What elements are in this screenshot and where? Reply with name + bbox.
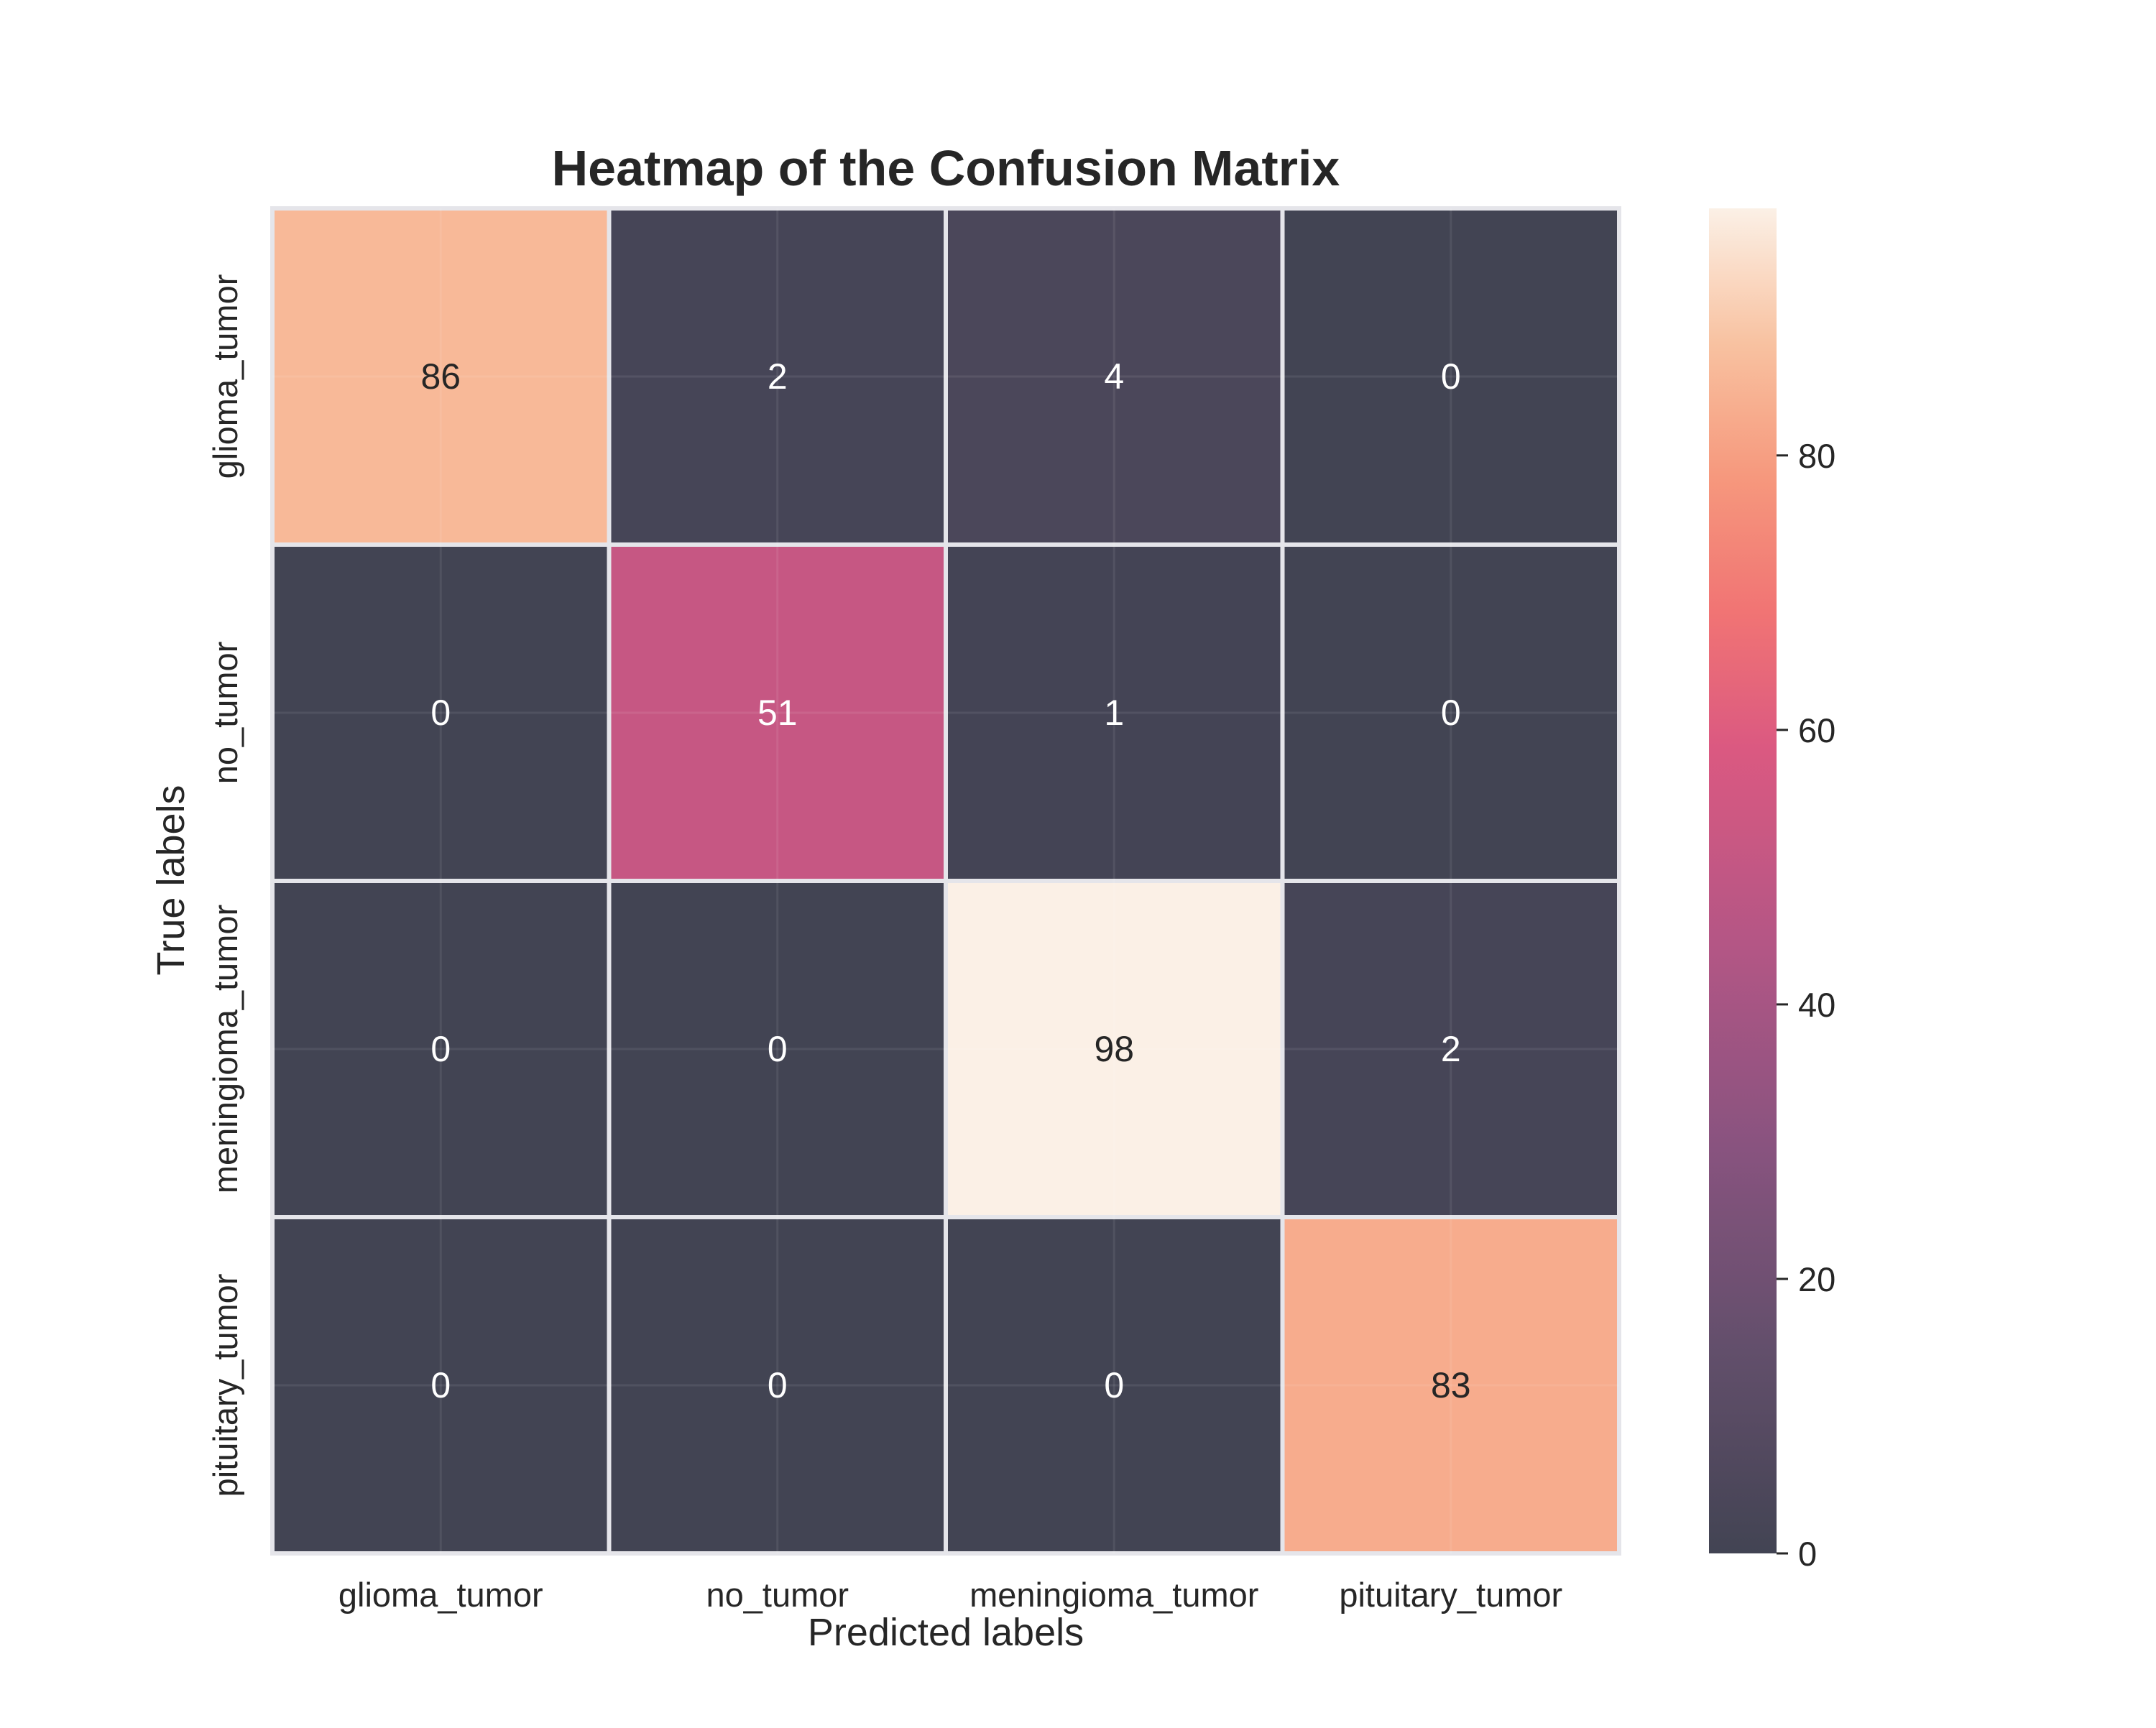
chart-title: Heatmap of the Confusion Matrix <box>552 140 1340 196</box>
cell-value-label: 0 <box>1104 1365 1124 1405</box>
colorbar-tick-label: 60 <box>1798 711 1835 749</box>
cell-value-label: 0 <box>430 693 451 733</box>
heatmap-cell <box>270 206 612 547</box>
colorbar-tick-label: 0 <box>1798 1535 1817 1573</box>
y-tick-label: meningioma_tumor <box>206 905 244 1193</box>
cell-value-label: 1 <box>1104 693 1124 733</box>
cell-value-label: 0 <box>768 1365 788 1405</box>
heatmap-cell <box>944 206 1285 547</box>
cell-value-label: 0 <box>1441 693 1461 733</box>
y-tick-label: pituitary_tumor <box>206 1274 244 1497</box>
heatmap-cell <box>1280 1215 1621 1556</box>
cell-value-label: 83 <box>1431 1365 1471 1405</box>
y-axis-label: True labels <box>149 785 193 975</box>
y-tick-label: no_tumor <box>206 642 244 785</box>
cell-value-label: 0 <box>430 1029 451 1069</box>
heatmap-cell <box>607 1215 948 1556</box>
y-tick-label: glioma_tumor <box>206 274 244 479</box>
heatmap-cell <box>607 542 948 883</box>
x-axis-tick-labels: glioma_tumor no_tumor meningioma_tumor pitu… <box>338 1576 1562 1614</box>
cell-value-label: 51 <box>757 693 798 733</box>
cell-value-label: 86 <box>420 356 461 397</box>
y-axis-tick-labels: glioma_tumor no_tumor meningioma_tumorpitu… <box>206 274 244 1497</box>
heatmap-cells <box>270 206 1621 1556</box>
cell-value-label: 2 <box>768 356 788 397</box>
heatmap-cell <box>1280 542 1621 883</box>
x-axis-label: Predicted labels <box>808 1611 1084 1654</box>
heatmap-cell <box>270 542 612 883</box>
cell-value-label: 0 <box>1441 356 1461 397</box>
x-tick-label: no_tumor <box>706 1576 849 1614</box>
x-tick-label: pituitary_tumor <box>1339 1576 1562 1614</box>
heatmap-cell <box>1280 206 1621 547</box>
heatmap-cell <box>607 879 948 1219</box>
heatmap-cell <box>607 206 948 547</box>
x-tick-label: meningioma_tumor <box>969 1576 1258 1614</box>
heatmap-cell <box>1280 879 1621 1219</box>
colorbar-tick-label: 80 <box>1798 437 1835 475</box>
colorbar: 0 20 40 60 80 <box>1709 208 1835 1573</box>
colorbar-tick-label: 40 <box>1798 986 1835 1024</box>
heatmap-gridlines <box>272 208 1619 1553</box>
x-tick-label: glioma_tumor <box>338 1576 543 1614</box>
cell-value-label: 0 <box>768 1029 788 1069</box>
cell-value-label: 98 <box>1094 1029 1134 1069</box>
heatmap-cell-labels: 86 2 4 0 0 51 1 0 0 0 98 2 0 0 0 83 <box>420 356 1470 1405</box>
colorbar-gradient <box>1709 208 1777 1553</box>
colorbar-tick-label: 20 <box>1798 1260 1835 1298</box>
cell-value-label: 2 <box>1441 1029 1461 1069</box>
heatmap-cell <box>270 1215 612 1556</box>
cell-value-label: 0 <box>430 1365 451 1405</box>
cell-value-label: 4 <box>1104 356 1124 397</box>
